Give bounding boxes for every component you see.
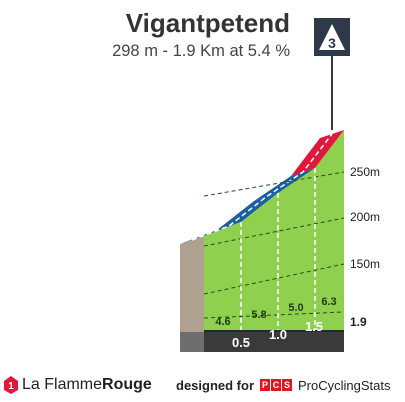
gridline-250 [203, 171, 345, 197]
altitude-label-200: 200m [350, 210, 380, 224]
altitude-label-250: 250m [350, 165, 380, 179]
category-triangle [319, 24, 345, 50]
climb-subtitle: 298 m - 1.9 Km at 5.4 % [112, 42, 290, 60]
brand-name: La FlammeRouge [22, 376, 152, 394]
segment-gradient-4: 6.3 [321, 296, 336, 308]
gridline-150 [203, 263, 345, 295]
altitude-label-150: 150m [350, 257, 380, 271]
pcs-letter-c: C [271, 379, 282, 391]
km-mark-1-5: 1.5 [305, 319, 323, 334]
pcs-letter-p: P [260, 379, 271, 391]
pcs-name: ProCyclingStats [298, 377, 391, 393]
distance-total-label: 1.9 [350, 315, 367, 329]
flamme-rouge-logo-icon: 1 [4, 376, 18, 394]
distance-base-band [204, 332, 344, 352]
climb-title: Vigantpetend [125, 8, 290, 38]
ribbon-centerline [191, 133, 333, 241]
segment-gradient-3: 5.0 [288, 302, 303, 314]
profile-side-wall [180, 236, 204, 352]
ribbon-segment-2 [217, 193, 278, 230]
distance-base-band-top [204, 330, 344, 332]
pcs-logo-icon: P C S [260, 379, 293, 391]
km-mark-1-0: 1.0 [269, 327, 287, 342]
brand-suffix: Rouge [102, 376, 152, 393]
designed-for-footer: designed for P C S ProCyclingStats [176, 376, 391, 394]
category-number: 3 [328, 35, 336, 51]
km-mark-0-5: 0.5 [232, 335, 250, 350]
pcs-letter-s: S [282, 379, 293, 391]
profile-slope-face [204, 130, 344, 332]
brand-footer: 1 La FlammeRouge [4, 374, 152, 396]
svg-text:1: 1 [8, 381, 14, 392]
gridline-200 [203, 217, 345, 247]
climb-profile-chart: 3 250m 200m 150m 4.6 5.8 5.0 6.3 0.5 1.0… [180, 18, 380, 352]
brand-prefix: La Flamme [22, 376, 103, 393]
segment-gradient-1: 4.6 [215, 316, 230, 328]
designed-for-label: designed for [176, 377, 255, 393]
gridline-base [203, 311, 345, 319]
segment-gradient-2: 5.8 [251, 309, 266, 321]
profile-base-left [180, 332, 204, 352]
